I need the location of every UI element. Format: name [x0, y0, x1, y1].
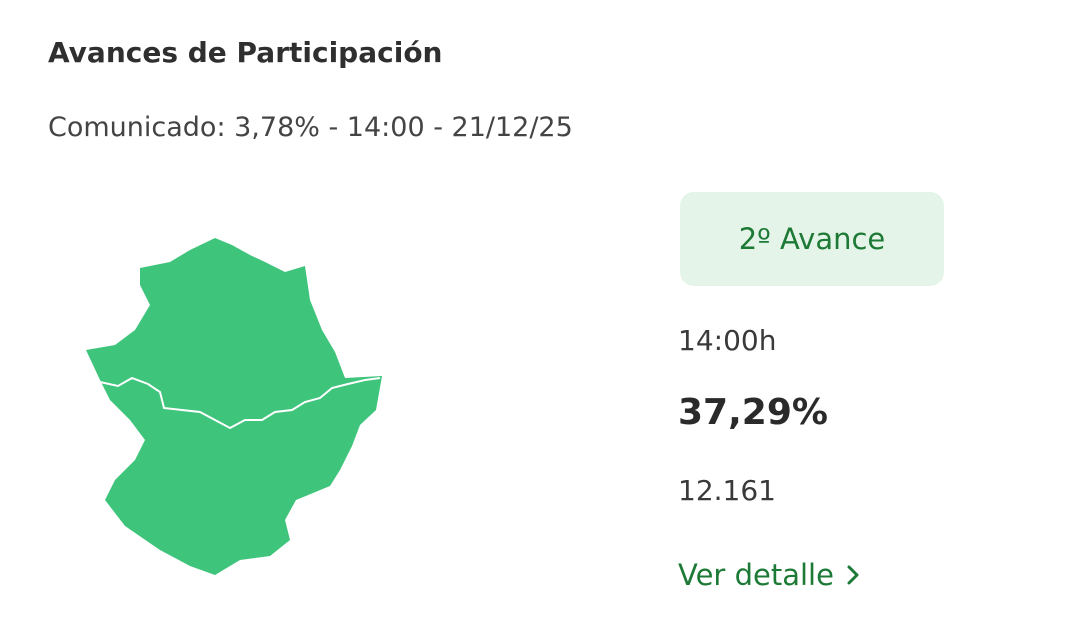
subtitle: Comunicado: 3,78% - 14:00 - 21/12/25 — [48, 112, 573, 143]
region-map — [86, 238, 382, 575]
time: 14:00h — [678, 324, 777, 357]
advance-badge: 2º Avance — [680, 192, 944, 286]
province-border — [99, 376, 381, 430]
map-shape — [86, 238, 382, 575]
chevron-icon[interactable] — [846, 564, 860, 586]
participation-percent: 37,29% — [678, 392, 828, 433]
vote-count: 12.161 — [678, 474, 776, 507]
badge-label: 2º Avance — [738, 222, 886, 256]
title: Avances de Participación — [48, 36, 443, 69]
detail-link-label[interactable]: Ver detalle — [678, 558, 834, 592]
detail-link[interactable]: Ver detalle — [678, 558, 860, 592]
